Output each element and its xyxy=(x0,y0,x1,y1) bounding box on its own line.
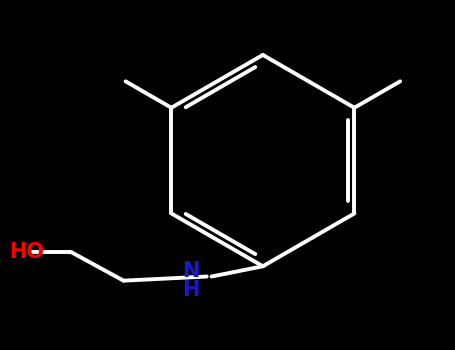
Text: N
H: N H xyxy=(182,261,199,300)
Text: HO: HO xyxy=(9,242,44,262)
